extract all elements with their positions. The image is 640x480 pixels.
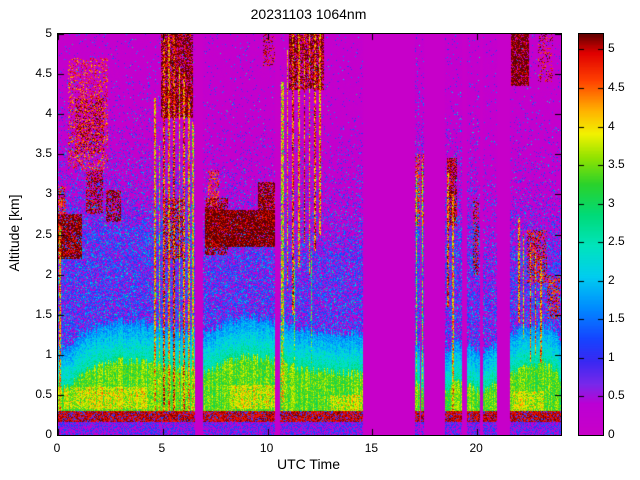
y-tick-label: 3.5 (35, 146, 52, 161)
y-tick-label: 1.5 (35, 306, 52, 321)
y-tick-label: 0.5 (35, 386, 52, 401)
x-tick-label: 5 (158, 441, 166, 455)
colorbar-tick-label: 2.5 (608, 234, 625, 249)
chart-title: 20231103 1064nm (250, 6, 367, 22)
x-tick-label: 0 (53, 441, 61, 455)
colorbar-tick-label: 0.5 (608, 388, 625, 403)
heatmap-plot (57, 33, 562, 436)
y-tick-label: 0 (45, 427, 52, 441)
colorbar-tick-label: 2 (608, 272, 615, 287)
y-tick-label: 2 (45, 266, 52, 281)
colorbar-tick-label: 4.5 (608, 79, 625, 94)
colorbar-tick-label: 4 (608, 118, 615, 133)
colorbar-tick-label: 1.5 (608, 311, 625, 326)
colorbar-tick-label: 3.5 (608, 157, 625, 172)
y-tick-label: 3 (45, 186, 52, 201)
x-tick-label: 15 (364, 441, 379, 455)
y-tick-label: 5 (45, 26, 52, 40)
x-axis-label: UTC Time (277, 456, 340, 472)
x-tick-label: 20 (469, 441, 483, 455)
colorbar-tick-label: 5 (608, 41, 615, 56)
colorbar-tick-label: 0 (608, 427, 615, 441)
colorbar-tick-label: 1 (608, 349, 615, 364)
y-tick-label: 4.5 (35, 66, 52, 81)
colorbar-tick-label: 3 (608, 195, 615, 210)
y-tick-label: 2.5 (35, 226, 52, 241)
x-tick-label: 10 (259, 441, 274, 455)
y-tick-label: 4 (45, 106, 52, 121)
colorbar (578, 33, 604, 436)
y-tick-label: 1 (45, 346, 52, 361)
